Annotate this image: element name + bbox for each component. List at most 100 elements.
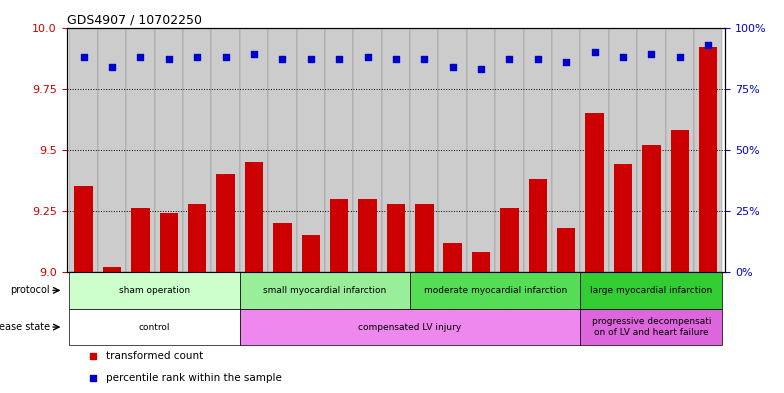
Bar <box>467 28 495 272</box>
Text: GSM1151158: GSM1151158 <box>193 277 201 328</box>
Point <box>333 56 346 62</box>
Text: GSM1151172: GSM1151172 <box>590 277 599 328</box>
Bar <box>188 204 206 272</box>
Bar <box>694 28 722 272</box>
Bar <box>273 223 292 272</box>
Point <box>162 56 175 62</box>
Point <box>220 54 232 60</box>
Text: GSM1151173: GSM1151173 <box>619 277 627 328</box>
Point <box>532 56 544 62</box>
Bar <box>387 204 405 272</box>
Bar <box>557 228 575 272</box>
Text: GSM1151167: GSM1151167 <box>448 277 457 328</box>
Point <box>78 54 90 60</box>
Text: GSM1151166: GSM1151166 <box>419 277 429 328</box>
Text: control: control <box>139 323 170 332</box>
Bar <box>614 164 632 272</box>
Point <box>560 59 572 65</box>
Text: protocol: protocol <box>10 285 50 296</box>
Bar <box>325 28 354 272</box>
Text: progressive decompensati
on of LV and heart failure: progressive decompensati on of LV and he… <box>592 318 711 337</box>
Bar <box>382 28 410 272</box>
Text: GSM1151170: GSM1151170 <box>533 277 543 328</box>
Text: GSM1151175: GSM1151175 <box>675 277 684 328</box>
Text: percentile rank within the sample: percentile rank within the sample <box>106 373 282 383</box>
Point <box>304 56 317 62</box>
Bar <box>240 272 410 309</box>
Bar <box>358 199 377 272</box>
Point <box>673 54 686 60</box>
Text: GSM1151159: GSM1151159 <box>221 277 230 328</box>
Bar <box>415 204 434 272</box>
Bar <box>154 28 183 272</box>
Bar <box>642 145 661 272</box>
Point <box>87 375 100 381</box>
Bar <box>74 186 93 272</box>
Bar <box>240 309 580 345</box>
Point <box>276 56 289 62</box>
Text: GSM1151163: GSM1151163 <box>335 277 343 328</box>
Bar <box>245 162 263 272</box>
Bar <box>637 28 666 272</box>
Text: GSM1151174: GSM1151174 <box>647 277 656 328</box>
Point <box>106 64 118 70</box>
Text: moderate myocardial infarction: moderate myocardial infarction <box>423 286 567 295</box>
Text: GDS4907 / 10702250: GDS4907 / 10702250 <box>67 13 201 26</box>
Bar <box>126 28 154 272</box>
Bar <box>354 28 382 272</box>
Point <box>588 49 601 55</box>
Bar <box>70 272 240 309</box>
Point <box>446 64 459 70</box>
Bar <box>98 28 126 272</box>
Bar <box>528 179 547 272</box>
Bar <box>131 208 150 272</box>
Text: GSM1151165: GSM1151165 <box>391 277 401 328</box>
Point <box>645 51 658 57</box>
Bar <box>70 309 240 345</box>
Bar <box>524 28 552 272</box>
Bar <box>444 243 462 272</box>
Point <box>702 42 714 48</box>
Point <box>503 56 516 62</box>
Point <box>475 66 488 72</box>
Text: sham operation: sham operation <box>119 286 191 295</box>
Bar <box>438 28 467 272</box>
Point <box>418 56 430 62</box>
Bar <box>302 235 320 272</box>
Bar <box>580 309 722 345</box>
Bar <box>580 28 609 272</box>
Point <box>191 54 204 60</box>
Bar <box>330 199 348 272</box>
Text: GSM1151169: GSM1151169 <box>505 277 514 328</box>
Text: GSM1151161: GSM1151161 <box>278 277 287 328</box>
Bar <box>410 28 438 272</box>
Bar <box>495 28 524 272</box>
Bar <box>103 267 122 272</box>
Text: GSM1151164: GSM1151164 <box>363 277 372 328</box>
Bar <box>609 28 637 272</box>
Bar <box>586 113 604 272</box>
Bar <box>296 28 325 272</box>
Text: large myocardial infarction: large myocardial infarction <box>590 286 713 295</box>
Bar <box>410 272 580 309</box>
Text: transformed count: transformed count <box>106 351 203 361</box>
Bar <box>240 28 268 272</box>
Point <box>617 54 630 60</box>
Text: GSM1151156: GSM1151156 <box>136 277 145 328</box>
Point <box>87 353 100 360</box>
Text: disease state: disease state <box>0 322 50 332</box>
Bar <box>183 28 212 272</box>
Bar <box>472 252 490 272</box>
Text: GSM1151155: GSM1151155 <box>107 277 117 328</box>
Bar <box>268 28 296 272</box>
Text: compensated LV injury: compensated LV injury <box>358 323 462 332</box>
Text: GSM1151176: GSM1151176 <box>704 277 713 328</box>
Text: GSM1151160: GSM1151160 <box>249 277 259 328</box>
Point <box>134 54 147 60</box>
Text: GSM1151162: GSM1151162 <box>307 277 315 328</box>
Bar <box>670 130 689 272</box>
Text: GSM1151171: GSM1151171 <box>562 277 571 328</box>
Text: GSM1151154: GSM1151154 <box>79 277 88 328</box>
Bar <box>500 208 519 272</box>
Bar <box>699 47 717 272</box>
